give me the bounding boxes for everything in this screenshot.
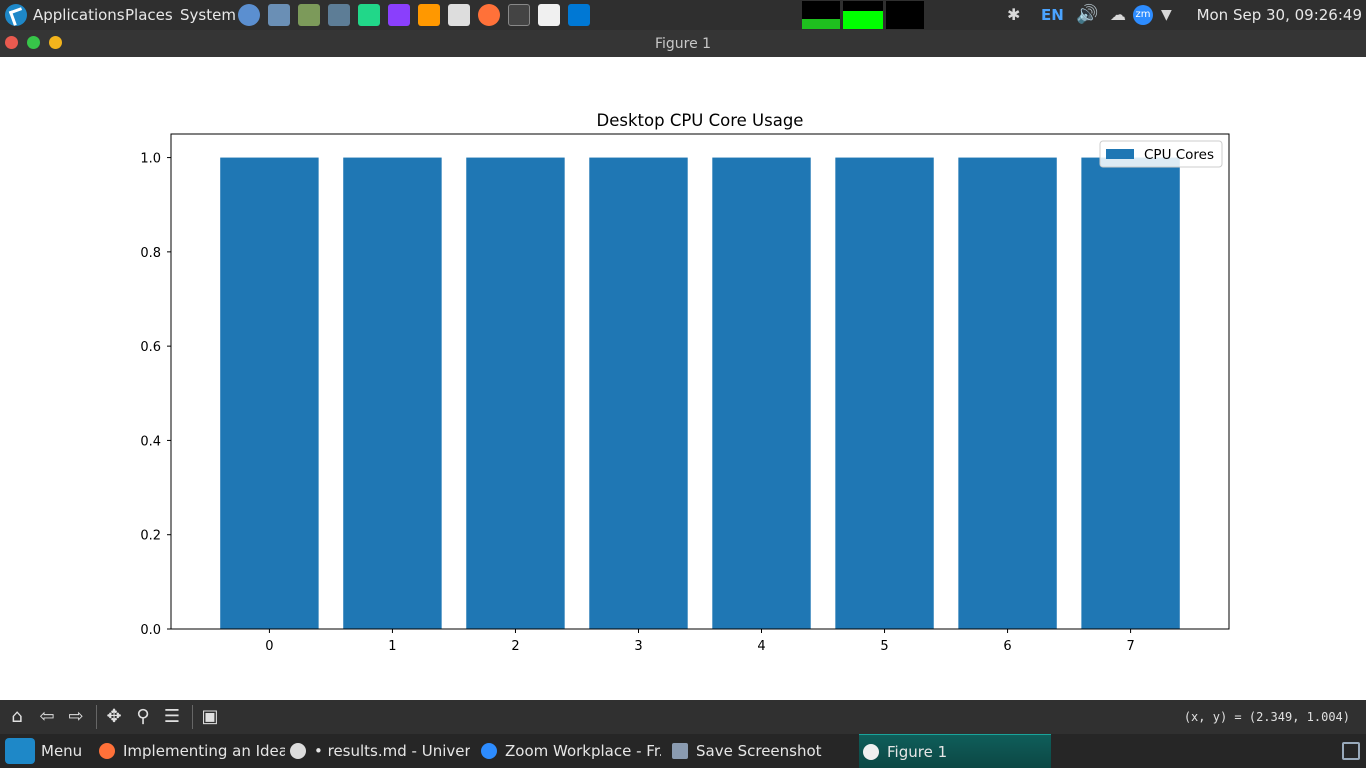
bar-5 — [835, 157, 934, 630]
screenshot-icon — [672, 743, 688, 759]
taskbar: Menu Implementing an Idea ... • results.… — [0, 734, 1366, 768]
legend-swatch — [1106, 149, 1134, 159]
vscode-icon[interactable] — [568, 4, 590, 26]
wifi-icon[interactable]: ▼ — [1161, 7, 1172, 23]
plot-frame — [170, 133, 1230, 630]
x-tick-label: 7 — [1126, 639, 1134, 654]
applications-menu[interactable]: Applications — [33, 6, 125, 24]
bar-1 — [343, 157, 442, 630]
firefox-icon — [99, 743, 115, 759]
y-tick-label: 0.4 — [140, 434, 161, 449]
task-figure-1[interactable]: Figure 1 — [859, 734, 1051, 768]
network-monitor-graph — [886, 1, 924, 29]
matplotlib-icon — [863, 744, 879, 760]
legend-box — [1099, 140, 1223, 168]
top-panel: Applications Places System ✱ EN 🔊 ☁ zm ▼… — [0, 0, 1366, 30]
y-tick-label: 0.0 — [140, 623, 161, 638]
bluetooth-icon[interactable]: ✱ — [1007, 5, 1021, 24]
figure-toolbar: ⌂ ⇦ ⇨ ✥ ⚲ ☰ ▣ (x, y) = (2.349, 1.004) — [0, 700, 1366, 734]
x-tick-label: 6 — [1003, 639, 1011, 654]
bar-7 — [1081, 157, 1180, 630]
menu-logo-icon[interactable] — [5, 738, 35, 764]
task-implementing-idea[interactable]: Implementing an Idea ... — [99, 734, 285, 768]
x-tick-label: 0 — [265, 639, 273, 654]
close-window-button[interactable] — [5, 36, 18, 49]
zoom-icon — [481, 743, 497, 759]
figure-canvas[interactable]: Desktop CPU Core Usage 0.0 0.2 0.4 0.6 0.8 1.0… — [0, 57, 1366, 700]
back-icon[interactable]: ⇦ — [39, 706, 55, 727]
volume-icon[interactable]: 🔊 — [1076, 4, 1099, 25]
cursor-coordinates: (x, y) = (2.349, 1.004) — [1183, 710, 1350, 724]
menu-button[interactable]: Menu — [41, 742, 83, 760]
bar-2 — [466, 157, 565, 630]
pycharm-icon[interactable] — [358, 4, 380, 26]
maximize-window-button[interactable] — [27, 36, 40, 49]
window-title: Figure 1 — [654, 36, 712, 52]
zoom-icon[interactable]: ⚲ — [136, 706, 150, 727]
memory-monitor-graph — [843, 1, 883, 29]
settings-icon[interactable] — [298, 4, 320, 26]
legend-label: CPU Cores — [1144, 147, 1214, 163]
home-icon[interactable]: ⌂ — [11, 706, 23, 727]
forward-icon[interactable]: ⇨ — [68, 706, 84, 727]
bar-6 — [958, 157, 1057, 630]
text-editor-icon[interactable] — [538, 4, 560, 26]
firefox-icon[interactable] — [478, 4, 500, 26]
zoom-tray-icon[interactable]: zm — [1133, 5, 1153, 25]
save-icon[interactable]: ▣ — [201, 706, 219, 727]
bar-3 — [589, 157, 688, 630]
chromium-icon[interactable] — [238, 4, 260, 26]
places-menu[interactable]: Places — [125, 6, 173, 24]
cloud-icon[interactable]: ☁ — [1110, 5, 1126, 24]
minimize-window-button[interactable] — [49, 36, 62, 49]
mask-icon[interactable] — [448, 4, 470, 26]
distro-logo-icon[interactable] — [5, 4, 27, 26]
intellij-icon[interactable] — [388, 4, 410, 26]
x-tick-label: 1 — [388, 639, 396, 654]
keyboard-layout-indicator[interactable]: EN — [1041, 6, 1064, 24]
sublime-icon[interactable] — [418, 4, 440, 26]
bar-4 — [712, 157, 811, 630]
file-manager-icon[interactable] — [268, 4, 290, 26]
system-menu[interactable]: System — [180, 6, 236, 24]
task-results-md[interactable]: • results.md - Univer... — [290, 734, 470, 768]
x-tick-label: 2 — [511, 639, 519, 654]
pan-icon[interactable]: ✥ — [106, 706, 122, 727]
x-tick-label: 4 — [757, 639, 765, 654]
y-tick-label: 0.2 — [140, 529, 161, 544]
y-tick-label: 1.0 — [140, 152, 161, 167]
task-save-screenshot[interactable]: Save Screenshot — [672, 734, 852, 768]
terminal-icon[interactable] — [508, 4, 530, 26]
cpu-monitor-graph — [802, 1, 840, 29]
task-zoom-workplace[interactable]: Zoom Workplace - Fr... — [481, 734, 661, 768]
chart-title: Desktop CPU Core Usage — [597, 111, 804, 130]
editor-icon — [290, 743, 306, 759]
bar-chart: Desktop CPU Core Usage 0.0 0.2 0.4 0.6 0.8 1.0… — [140, 111, 1230, 654]
x-tick-label: 5 — [880, 639, 888, 654]
clock[interactable]: Mon Sep 30, 09:26:49 — [1196, 6, 1362, 24]
window-titlebar: Figure 1 — [0, 30, 1366, 57]
y-tick-label: 0.8 — [140, 246, 161, 261]
y-tick-label: 0.6 — [140, 340, 161, 355]
screenshot-icon[interactable] — [328, 4, 350, 26]
x-tick-label: 3 — [634, 639, 642, 654]
configure-subplots-icon[interactable]: ☰ — [163, 706, 181, 727]
show-desktop-icon[interactable] — [1342, 742, 1360, 760]
bar-0 — [220, 157, 319, 630]
